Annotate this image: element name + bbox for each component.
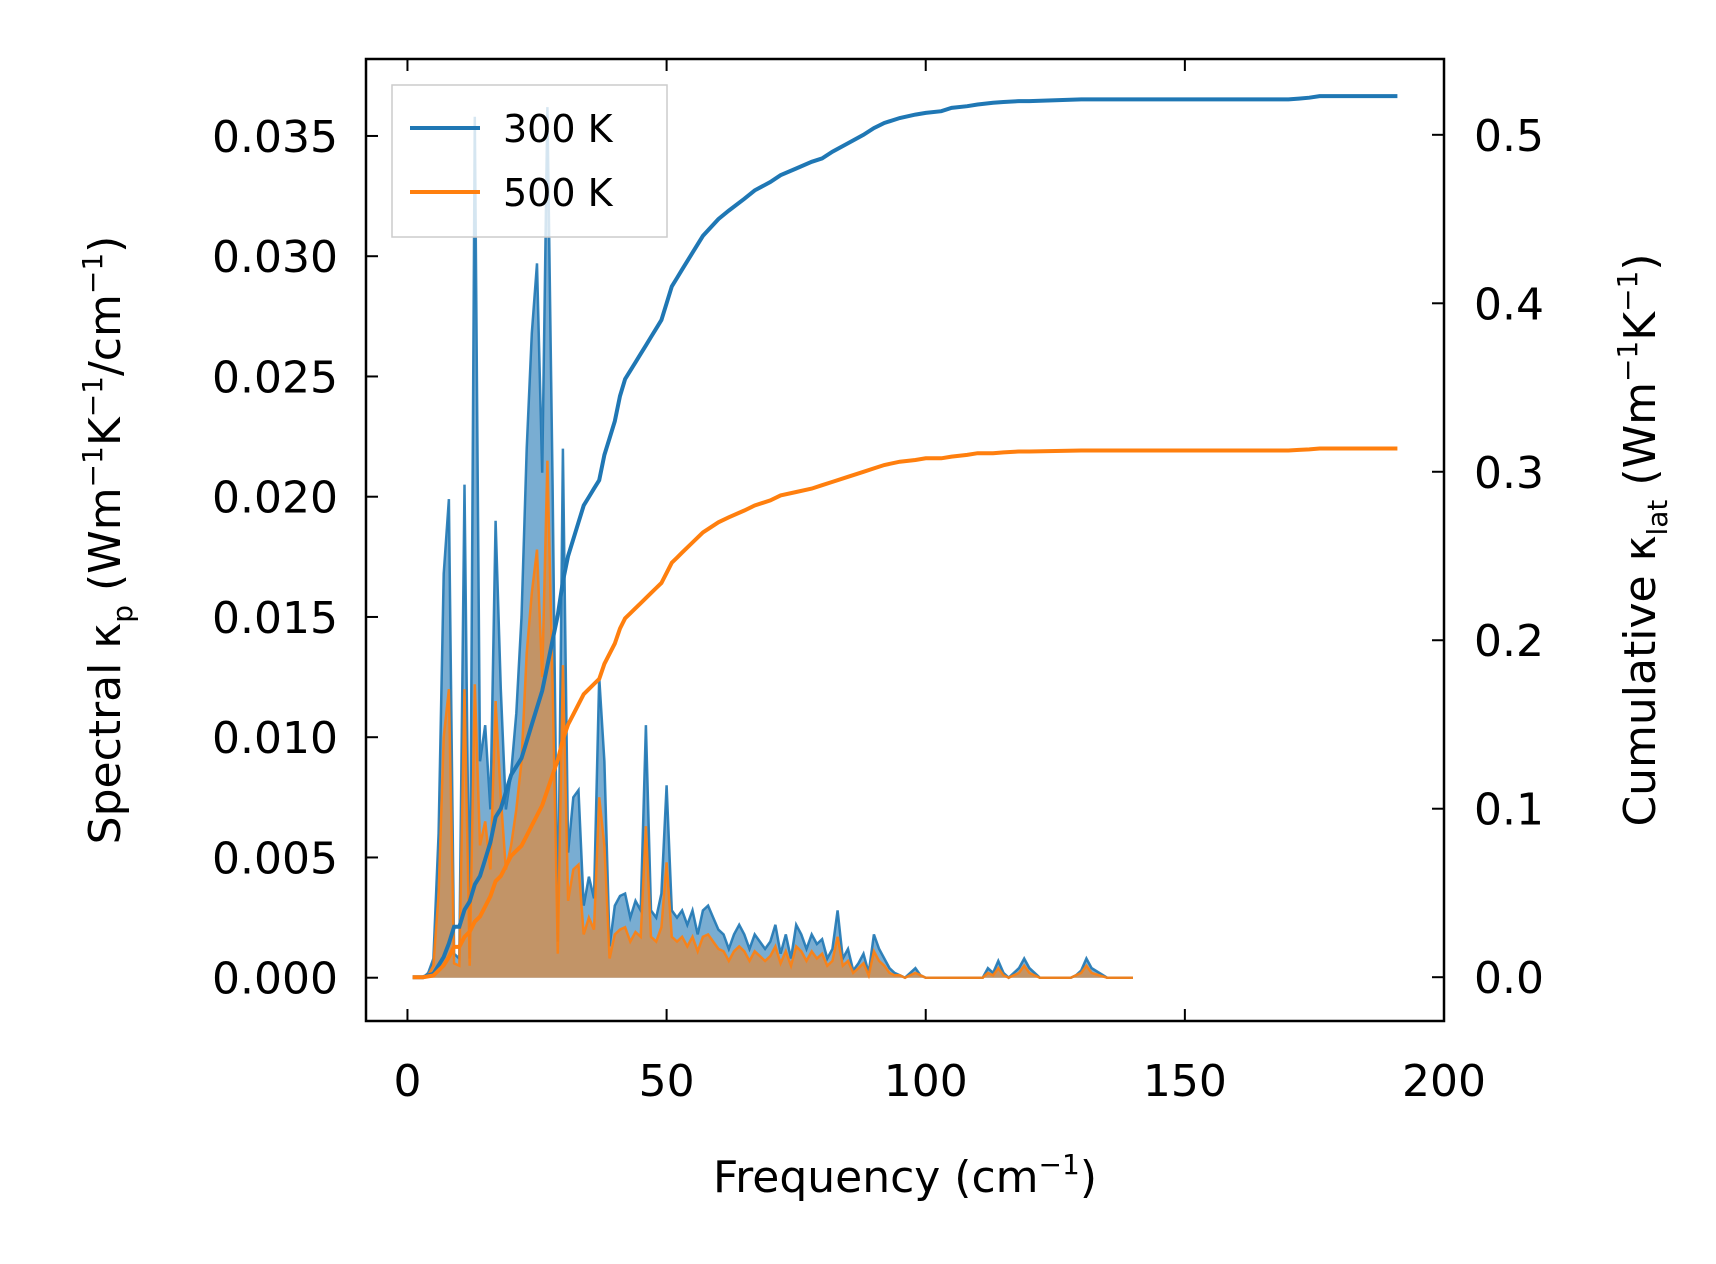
- y-left-tick-label: 0.035: [212, 112, 338, 163]
- y-left-tick-label: 0.005: [212, 833, 338, 884]
- y-right-tick-label: 0.4: [1474, 279, 1544, 330]
- legend-box: [391, 84, 668, 238]
- y-right-tick-label: 0.2: [1474, 616, 1544, 667]
- x-axis-title: Frequency (cm−1): [713, 1148, 1097, 1203]
- y-right-tick-label: 0.3: [1474, 448, 1544, 499]
- x-tick-label: 200: [1402, 1056, 1486, 1107]
- x-tick-label: 0: [393, 1056, 421, 1107]
- legend: 300 K 500 K: [391, 84, 668, 238]
- spectral-fill-500k: [412, 460, 1134, 978]
- y-right-tick-label: 0.1: [1474, 785, 1544, 836]
- cumulative-line-500k: [412, 446, 1398, 980]
- y-left-tick-label: 0.015: [212, 593, 338, 644]
- spectral-line-500k: [412, 460, 1133, 980]
- x-tick-label: 100: [884, 1056, 968, 1107]
- y-left-tick-label: 0.030: [212, 232, 338, 283]
- y-right-tick-label: 0.5: [1474, 111, 1544, 162]
- y-left-tick-label: 0.020: [212, 473, 338, 524]
- y-right-axis-title: Cumulative κlat (Wm−1K−1): [1611, 253, 1674, 826]
- x-tick-label: 50: [639, 1056, 695, 1107]
- y-left-axis-title: Spectral κp (Wm−1K−1/cm−1): [76, 236, 139, 845]
- legend-label-300k: 300 K: [503, 107, 614, 151]
- y-right-tick-label: 0.0: [1474, 953, 1544, 1004]
- plot-data-layer: [412, 94, 1398, 980]
- cumulative-line-300k: [412, 94, 1398, 980]
- legend-label-500k: 500 K: [503, 171, 614, 215]
- plot-frame: [364, 57, 1446, 1023]
- ticks-layer: 0 50 100 150 200 0.000 0.005 0.010 0.015 0.020 0.0…: [212, 59, 1544, 1107]
- y-left-tick-label: 0.010: [212, 713, 338, 764]
- x-tick-label: 150: [1143, 1056, 1227, 1107]
- y-left-tick-label: 0.000: [212, 954, 338, 1005]
- y-left-tick-label: 0.025: [212, 352, 338, 403]
